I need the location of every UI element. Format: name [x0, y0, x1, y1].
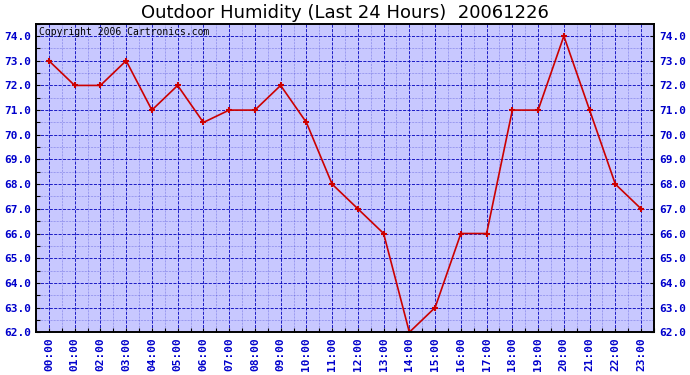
Text: Copyright 2006 Cartronics.com: Copyright 2006 Cartronics.com: [39, 27, 210, 37]
Title: Outdoor Humidity (Last 24 Hours)  20061226: Outdoor Humidity (Last 24 Hours) 2006122…: [141, 4, 549, 22]
